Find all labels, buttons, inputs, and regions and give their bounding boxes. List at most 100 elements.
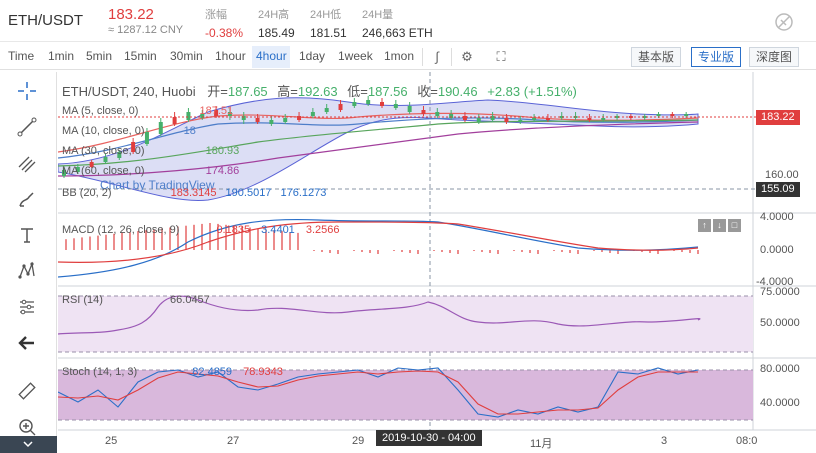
xaxis-tick-nov: 11月	[530, 438, 553, 450]
indicators-icon[interactable]: ∫	[435, 49, 439, 64]
stoch-band	[58, 370, 753, 420]
text-icon[interactable]	[12, 220, 42, 250]
open-value: 187.65	[227, 84, 268, 99]
pattern-icon[interactable]	[12, 256, 42, 286]
xaxis-tick-29: 29	[352, 435, 365, 447]
candle-body	[656, 114, 661, 116]
macd-signal-line	[58, 221, 699, 263]
high-value: 192.63	[297, 84, 338, 99]
candle-body	[407, 106, 412, 112]
candle-body	[172, 117, 177, 124]
candle-body	[269, 120, 274, 124]
candle-body	[559, 116, 564, 118]
low-label: 低=	[347, 84, 368, 99]
fullscreen-icon[interactable]: ⛶	[496, 49, 506, 64]
candle-body	[532, 118, 537, 120]
ma30-line	[58, 119, 699, 167]
view-basic-button[interactable]: 基本版	[631, 47, 682, 67]
interval-30min[interactable]: 30min	[170, 49, 203, 63]
candle-body	[186, 112, 191, 120]
trend-line-icon[interactable]	[12, 112, 42, 142]
pane-up-button[interactable]: ↑	[698, 219, 711, 232]
ma60-legend: MA (60, close, 0) 174.86	[62, 165, 240, 177]
rsi-band	[58, 296, 753, 352]
collapse-tools-icon[interactable]	[0, 436, 57, 453]
interval-1hour[interactable]: 1hour	[215, 49, 246, 63]
candle-body	[214, 110, 219, 116]
brush-icon[interactable]	[12, 184, 42, 214]
interval-4hour[interactable]: 4hour	[256, 49, 287, 63]
candle-body	[366, 100, 371, 104]
toolbar-divider	[451, 48, 452, 66]
candle-body	[352, 102, 357, 106]
change-value: +2.83 (+1.51%)	[487, 84, 577, 99]
xaxis-tick-25: 25	[105, 435, 118, 447]
rsi-line	[58, 295, 701, 335]
candle-body	[227, 112, 232, 116]
candle-body	[642, 116, 647, 118]
candle-body	[62, 170, 66, 176]
candle-body	[504, 118, 509, 122]
zoom-in-icon[interactable]	[12, 412, 42, 442]
interval-1day[interactable]: 1day	[299, 49, 326, 63]
candle-body	[324, 108, 329, 112]
candle-body	[462, 116, 467, 120]
chart-canvas[interactable]	[58, 72, 816, 453]
candle-body	[103, 157, 108, 162]
drawing-tools-sidebar	[0, 72, 57, 453]
active-interval-highlight	[252, 46, 290, 68]
tradingview-watermark: Chart by TradingView	[100, 178, 215, 192]
interval-15min[interactable]: 15min	[124, 49, 157, 63]
candle-body	[449, 114, 454, 118]
pane-maximize-button[interactable]: □	[728, 219, 741, 232]
candle-body	[144, 132, 149, 144]
candle-body	[670, 114, 675, 116]
candle-body	[283, 118, 288, 122]
interval-5min[interactable]: 5min	[86, 49, 113, 63]
stat-high: 24H高 185.49	[258, 9, 295, 40]
settings-icon[interactable]: ⚙	[461, 49, 473, 64]
interval-1week[interactable]: 1week	[338, 49, 373, 63]
candle-body	[158, 122, 163, 134]
candle-body	[601, 118, 606, 120]
macd-legend: MACD (12, 26, close, 9) 0.1835 3.4401 3.…	[62, 224, 340, 236]
stat-volume: 24H量 246,663 ETH	[362, 9, 433, 40]
candle-body	[684, 114, 689, 116]
interval-1min[interactable]: 1min	[48, 49, 75, 63]
arrow-left-icon[interactable]	[12, 328, 42, 358]
candle-body	[393, 104, 398, 108]
crosshair-icon[interactable]	[12, 76, 42, 106]
candle-body	[255, 118, 260, 122]
view-pro-button[interactable]: 专业版	[691, 47, 742, 67]
chart-area[interactable]: ETH/USDT, 240, Huobi 开=187.65 高=192.63 低…	[58, 72, 816, 453]
stoch-d-line	[58, 370, 698, 415]
high-label: 高=	[277, 84, 298, 99]
ma5-legend: MA (5, close, 0) 187.51	[62, 105, 234, 117]
candle-body	[338, 104, 343, 110]
macd-axis-zero: 0.0000	[760, 244, 794, 256]
stoch-axis-80: 80.0000	[760, 363, 800, 375]
close-value: 190.46	[437, 84, 478, 99]
candle-body	[587, 118, 592, 120]
candle-body	[200, 114, 205, 118]
pair-name: ETH/USDT	[8, 12, 83, 29]
ticker-bar: ETH/USDT 183.22 ≈ 1287.12 CNY 涨幅 -0.38% 2…	[0, 0, 816, 42]
stoch-legend: Stoch (14, 1, 3) 82.4859 78.9343	[62, 366, 283, 378]
price-axis-160: 160.00	[765, 169, 799, 181]
interval-time[interactable]: Time	[8, 49, 35, 63]
interval-1mon[interactable]: 1mon	[384, 49, 415, 63]
fibonacci-icon[interactable]	[12, 148, 42, 178]
candle-body	[310, 112, 315, 116]
candle-body	[131, 142, 136, 152]
toolbar-divider	[422, 48, 423, 66]
xaxis-tick-08: 08:0	[736, 435, 758, 447]
rsi-legend: RSI (14) 66.0457	[62, 294, 210, 306]
measure-icon[interactable]	[12, 292, 42, 322]
stoch-axis-40: 40.0000	[760, 397, 800, 409]
pane-down-button[interactable]: ↓	[713, 219, 726, 232]
xaxis-tick-27: 27	[227, 435, 240, 447]
view-depth-button[interactable]: 深度图	[749, 47, 800, 67]
candle-body	[421, 110, 426, 114]
ruler-icon[interactable]	[12, 376, 42, 406]
ma60-line	[58, 121, 699, 177]
